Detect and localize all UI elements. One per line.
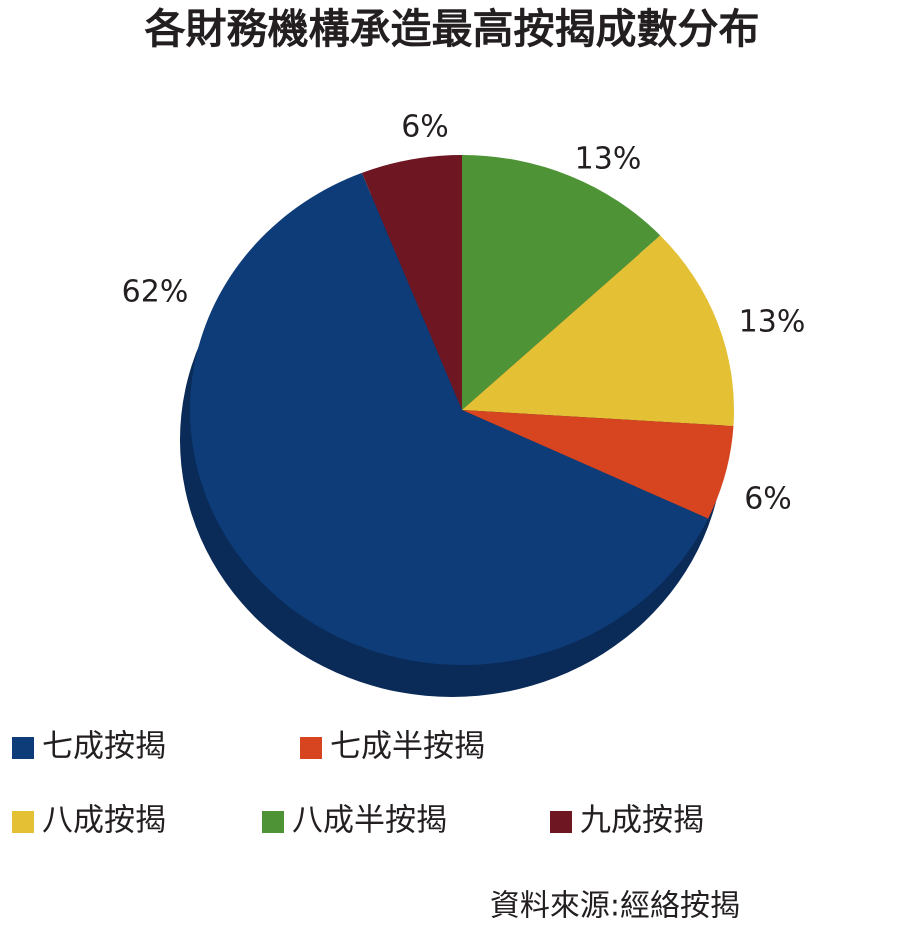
pie-slice xyxy=(462,155,661,410)
pie-slice xyxy=(361,155,462,410)
legend-swatch xyxy=(262,811,284,833)
source-note: 資料來源:經絡按揭 xyxy=(490,889,740,924)
value-label: 62% xyxy=(122,275,189,310)
legend-label: 七成半按揭 xyxy=(330,729,485,765)
legend-label: 八成按揭 xyxy=(42,803,166,839)
legend-swatch xyxy=(550,811,572,833)
legend-swatch xyxy=(12,737,34,759)
legend-label: 七成按揭 xyxy=(42,729,166,765)
value-label: 6% xyxy=(744,482,792,517)
value-label: 6% xyxy=(401,110,449,145)
pie-slice xyxy=(462,235,735,427)
chart-title: 各財務機構承造最高按揭成數分布 xyxy=(145,5,760,53)
legend-label: 九成按揭 xyxy=(580,803,704,839)
legend-swatch xyxy=(12,811,34,833)
pie-slice xyxy=(190,172,709,666)
value-label: 13% xyxy=(575,142,642,177)
legend-label: 八成半按揭 xyxy=(292,803,447,839)
legend-swatch xyxy=(300,737,322,759)
value-label: 13% xyxy=(739,305,806,340)
pie xyxy=(190,155,735,666)
pie-slice xyxy=(462,410,734,519)
